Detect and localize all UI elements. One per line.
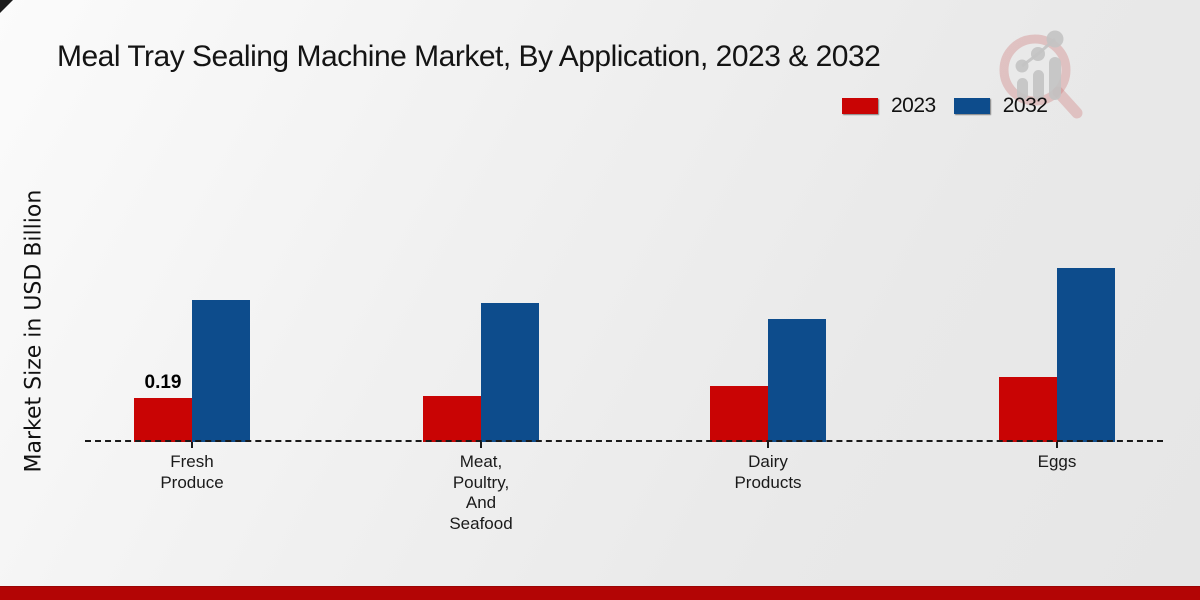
bar-2032-cat3 [1057, 268, 1115, 442]
category-label: Eggs [1037, 452, 1077, 471]
legend-label-2032: 2032 [1002, 94, 1048, 117]
axis-tick [191, 442, 193, 448]
bar-2023-cat3 [999, 377, 1057, 442]
category-label: Meat, Poultry, And Seafood [449, 452, 513, 534]
legend-item-2032: 2032 [953, 94, 1048, 118]
legend-label-2023: 2023 [891, 94, 936, 117]
corner-fold-decoration [0, 0, 13, 13]
footer-accent-strip [0, 586, 1200, 600]
bar-2023-cat2 [710, 386, 768, 442]
category-label: Dairy Products [734, 452, 802, 492]
category-label: Fresh Produce [160, 452, 224, 492]
legend: 2023 2032 [842, 94, 1048, 118]
bar-2032-cat2 [768, 319, 826, 442]
market-research-magnifier-logo-icon [999, 30, 1083, 119]
axis-tick [1056, 442, 1058, 448]
legend-swatch-2032 [953, 98, 990, 114]
bar-2023-cat0 [134, 398, 192, 442]
legend-swatch-2023 [842, 98, 878, 114]
chart-title: Meal Tray Sealing Machine Market, By App… [57, 40, 881, 73]
x-axis-baseline [85, 440, 1163, 442]
axis-tick [767, 442, 769, 448]
bar-2023-cat1 [423, 396, 481, 442]
bar-2032-cat1 [481, 303, 539, 442]
bar-2032-cat0 [192, 300, 250, 442]
legend-item-2023: 2023 [842, 94, 936, 118]
axis-tick [480, 442, 482, 448]
bar-value-label: 0.19 [144, 372, 182, 393]
